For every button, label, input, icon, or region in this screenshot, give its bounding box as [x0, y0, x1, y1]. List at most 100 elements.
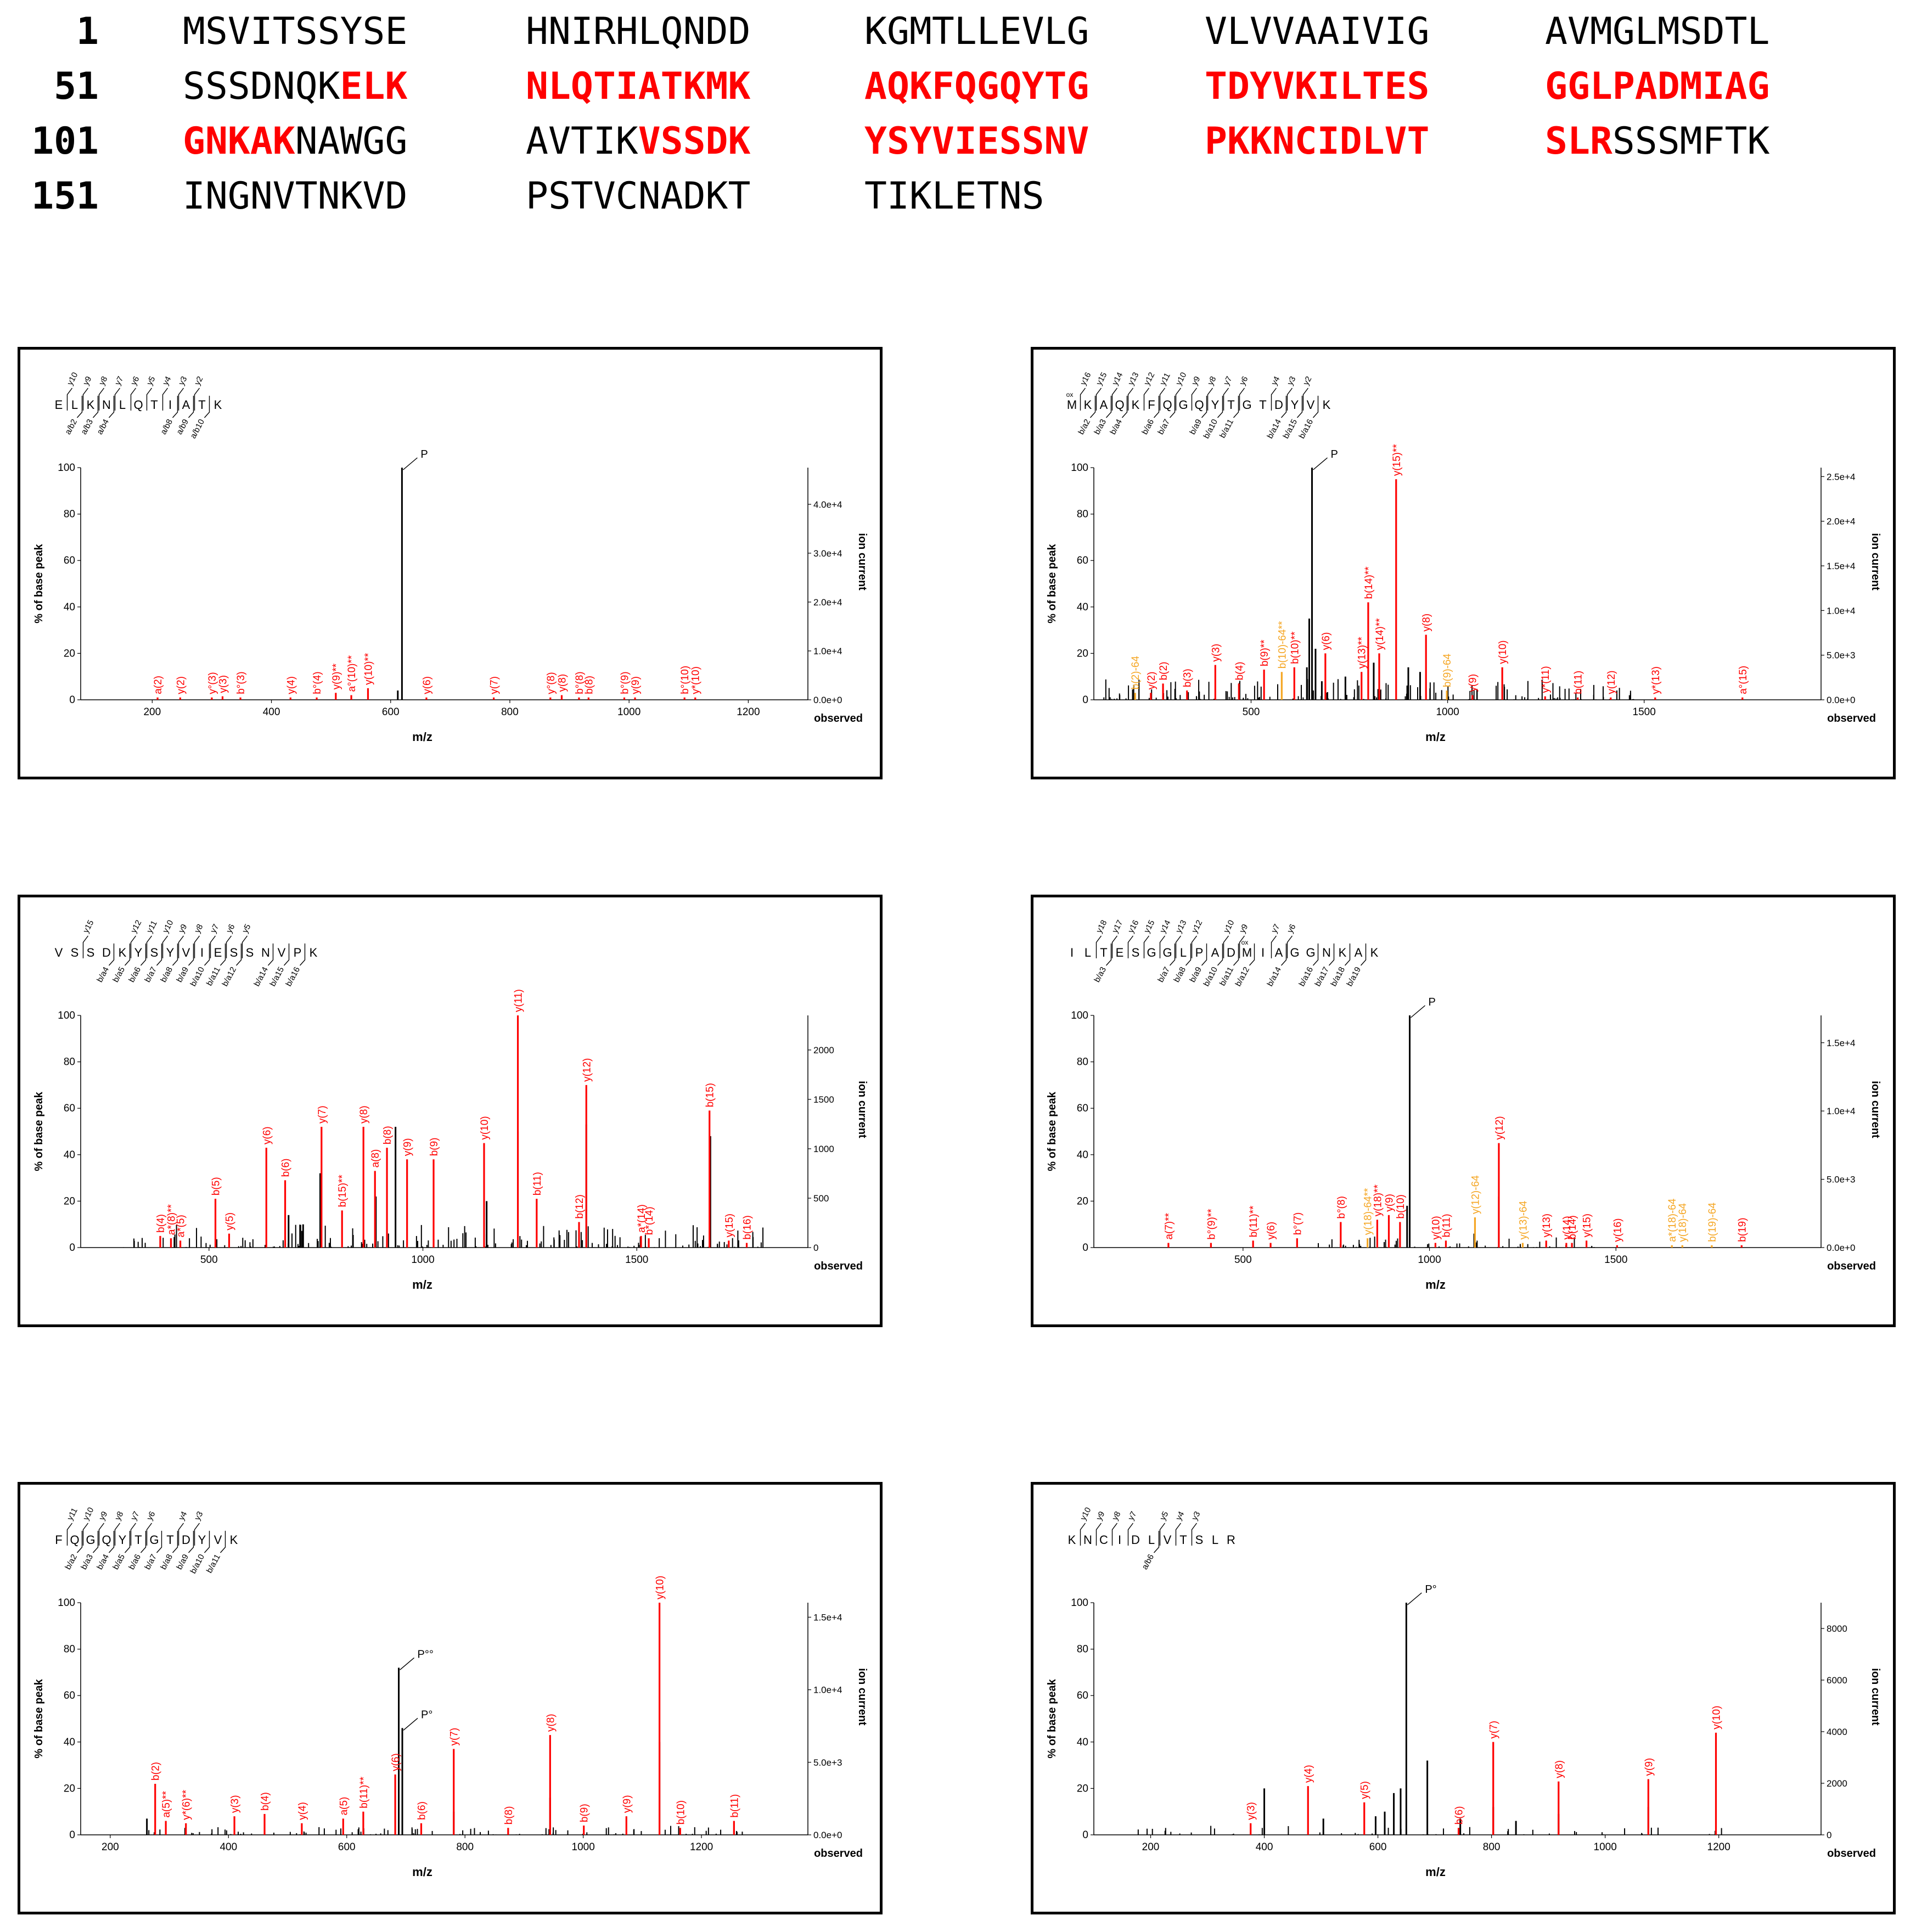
right-tick-label: 8000: [1827, 1624, 1847, 1634]
right-tick-label: 1.5e+4: [1827, 561, 1855, 571]
observed-label: observed: [814, 1260, 863, 1272]
b-ion-cleavage-mark: [204, 943, 210, 966]
b-ion-label: b/a12: [1233, 965, 1251, 988]
b-ion-label: b/a3: [79, 1553, 95, 1571]
b-ion-label: b/a19: [1345, 965, 1363, 988]
sequence-covered-segment: VSSDK: [638, 120, 751, 163]
b-ion-cleavage-mark: [124, 943, 131, 966]
y-ion-label: y15: [81, 919, 95, 935]
peak-label: y(3): [1210, 644, 1222, 662]
peptide-residue: A: [1100, 398, 1108, 412]
peak-label: a(7)**: [1164, 1212, 1175, 1239]
right-tick-label: 0.0e+0: [813, 1830, 842, 1840]
peak-label: b(2): [1158, 662, 1170, 681]
peptide-residue: F: [1148, 398, 1155, 412]
right-tick-label: 1000: [813, 1144, 834, 1154]
sequence-segment: SSSDNQK: [183, 65, 340, 108]
y-tick-label: 80: [1077, 1644, 1088, 1655]
peptide-residue: N: [261, 946, 270, 959]
peptide-residue: K: [1068, 1533, 1076, 1547]
b-ion-label: b/a15: [1281, 418, 1299, 440]
b-ion-label: b/a5: [111, 965, 127, 984]
sequence-group: KGMTLLEVLG: [864, 4, 1089, 59]
y-ion-cleavage-mark: [66, 387, 73, 411]
y-ion-cleavage-mark: [1207, 387, 1213, 411]
b-ion-label: b/a7: [143, 1553, 159, 1571]
y-ion-label: y6: [1238, 375, 1250, 387]
peak-label: y(8): [1554, 1760, 1565, 1778]
peptide-residue: N: [1322, 946, 1331, 959]
peptide-residue: S: [150, 946, 159, 959]
b-ion-cleavage-mark: [1280, 396, 1287, 418]
y-ion-label: y10: [161, 919, 175, 935]
peak-label: y(10): [1497, 640, 1509, 664]
peak-label: y(18)-64: [1677, 1203, 1689, 1242]
b-ion-cleavage-mark: [1296, 396, 1303, 418]
peptide-residue: Y: [1211, 398, 1220, 412]
b-ion-cleavage-mark: [1312, 396, 1319, 418]
peak-label: y(13): [1541, 1214, 1553, 1237]
peptide-residue: V: [214, 1533, 222, 1547]
peptide-residue: K: [87, 398, 95, 412]
y-tick-label: 40: [1077, 1737, 1088, 1748]
peptide-residue: Y: [1291, 398, 1299, 412]
peak-label: y(9): [1643, 1758, 1655, 1776]
peptide-residue: Q: [133, 398, 143, 412]
sequence-group: PKKNCIDLVT: [1205, 114, 1429, 169]
b-ion-cleavage-mark: [1185, 943, 1192, 966]
b-ion-cleavage-mark: [76, 396, 83, 418]
peak-label: y(10): [1430, 1216, 1442, 1239]
peptide-residue: K: [1084, 398, 1092, 412]
peak-label: b(3): [1182, 669, 1194, 687]
b-ion-cleavage-mark: [1280, 943, 1287, 966]
right-tick-label: 0: [1827, 1830, 1831, 1840]
b-ion-label: b/a16: [284, 965, 302, 988]
x-axis-title: m/z: [1425, 1865, 1446, 1879]
right-tick-label: 1.5e+4: [1827, 1038, 1855, 1048]
right-tick-label: 2000: [1827, 1778, 1847, 1789]
y-ion-cleavage-mark: [194, 1523, 200, 1546]
peak-label: b°(9): [619, 671, 631, 694]
y-ion-cleavage-mark: [241, 935, 248, 958]
peptide-residue: Q: [1115, 398, 1124, 412]
peptide-residue: K: [1132, 398, 1140, 412]
b-ion-cleavage-mark: [1121, 396, 1128, 418]
peptide-residue: Y: [166, 946, 175, 959]
peak-label: y(6): [261, 1126, 273, 1144]
y-ion-label: y9: [1190, 375, 1202, 387]
peptide-residue: I: [1118, 1533, 1121, 1547]
sequence-row: 151 INGNVTNKVD PSTVCNADKT TIKLETNS: [0, 169, 1916, 224]
y-ion-label: y7: [113, 375, 125, 387]
b-ion-label: b/a7: [143, 965, 159, 984]
b-ion-cleavage-mark: [92, 396, 99, 418]
y-ion-label: y9: [1238, 923, 1250, 935]
peptide-residue: G: [1162, 946, 1172, 959]
right-tick-label: 1.0e+4: [813, 646, 842, 656]
peptide-residue: T: [134, 1533, 142, 1547]
x-tick-label: 800: [456, 1841, 474, 1853]
y-axis-title: % of base peak: [1046, 543, 1058, 623]
peptide-residue: N: [102, 398, 111, 412]
peptide-residue: Y: [198, 1533, 206, 1547]
peptide-residue: V: [1307, 398, 1315, 412]
peak-label: b(4): [260, 1792, 271, 1811]
peak-label: a(2): [153, 676, 164, 694]
peptide-residue: V: [1164, 1533, 1172, 1547]
b-ion-cleavage-mark: [156, 943, 162, 966]
y-ion-label: y15: [1142, 919, 1156, 935]
y-tick-label: 40: [1077, 1149, 1088, 1161]
peak-label: y(3): [217, 675, 229, 693]
precursor-label: P: [420, 448, 428, 460]
y-tick-label: 0: [1082, 1829, 1088, 1841]
peak-label: y(4): [297, 1802, 308, 1820]
right-tick-label: 0.0e+0: [1827, 1243, 1855, 1253]
peptide-residue: Y: [134, 946, 143, 959]
peptide-residue: G: [1147, 946, 1156, 959]
y-ion-cleavage-mark: [210, 935, 216, 958]
y-ion-label: y7: [209, 923, 221, 935]
right-tick-label: 5.0e+3: [1827, 1175, 1855, 1185]
peptide-residue: L: [1212, 1533, 1218, 1547]
y-ion-cleavage-mark: [1271, 387, 1277, 411]
